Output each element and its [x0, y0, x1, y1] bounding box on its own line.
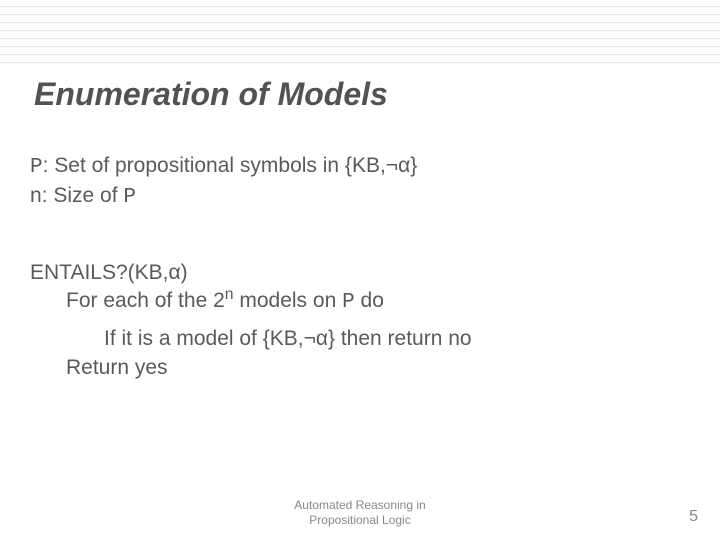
- line-p-def: P: Set of propositional symbols in {KB,¬…: [30, 152, 702, 182]
- ruler: [0, 38, 720, 39]
- footer-line: Automated Reasoning in: [0, 498, 720, 513]
- alpha-symbol: α: [169, 261, 181, 284]
- text-segment: : Set of propositional symbols in {KB,: [43, 154, 386, 177]
- alpha-symbol: α: [398, 154, 410, 177]
- slide-footer: Automated Reasoning in Propositional Log…: [0, 498, 720, 528]
- entails-header: ENTAILS?(KB,α): [30, 259, 702, 287]
- text-segment: For each of the 2: [66, 289, 225, 312]
- symbol-p: P: [342, 291, 355, 314]
- footer-line: Propositional Logic: [0, 513, 720, 528]
- ruler: [0, 62, 720, 63]
- text-segment: KB,: [135, 261, 169, 284]
- symbol-p: P: [123, 186, 136, 209]
- text-segment: do: [355, 289, 384, 312]
- superscript-n: n: [225, 286, 234, 303]
- text-segment: ): [181, 261, 188, 284]
- ruler: [0, 54, 720, 55]
- neg-symbol: ¬: [386, 154, 398, 177]
- text-segment: ENTAILS?(: [30, 261, 135, 284]
- ruler: [0, 14, 720, 15]
- text-segment: models on: [234, 289, 343, 312]
- text-segment: }: [410, 154, 417, 177]
- neg-symbol: ¬: [304, 327, 316, 350]
- symbol-p: P: [30, 156, 43, 179]
- ruler: [0, 6, 720, 7]
- text-segment: } then return: [328, 327, 448, 350]
- text-segment: If it is a model of {KB,: [104, 327, 304, 350]
- for-each-line: For each of the 2n models on P do: [66, 287, 702, 317]
- slide-title: Enumeration of Models: [34, 76, 388, 113]
- ruler: [0, 22, 720, 23]
- text-no: no: [448, 327, 471, 350]
- page-number: 5: [689, 508, 698, 526]
- ruler: [0, 46, 720, 47]
- slide-content: P: Set of propositional symbols in {KB,¬…: [30, 152, 702, 382]
- line-n-def: n: Size of P: [30, 182, 702, 212]
- text-yes: yes: [135, 356, 168, 379]
- algorithm-block: ENTAILS?(KB,α) For each of the 2n models…: [30, 259, 702, 382]
- alpha-symbol: α: [316, 327, 328, 350]
- text-segment: Return: [66, 356, 135, 379]
- text-segment: n: Size of: [30, 184, 123, 207]
- if-line: If it is a model of {KB,¬α} then return …: [104, 325, 702, 353]
- ruler: [0, 30, 720, 31]
- return-line: Return yes: [66, 354, 702, 382]
